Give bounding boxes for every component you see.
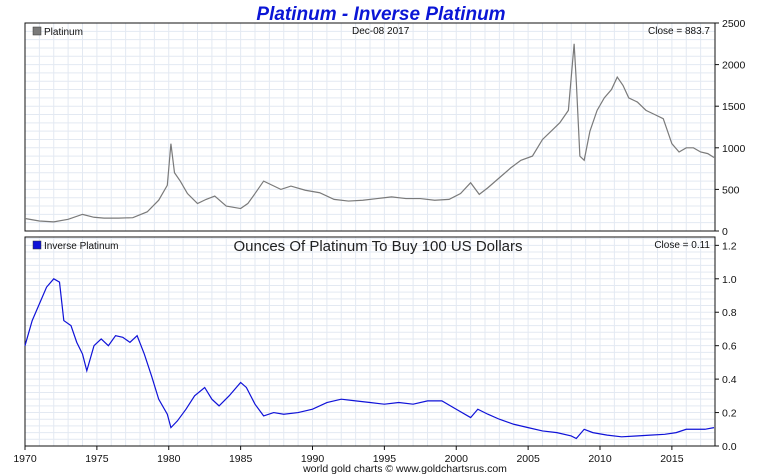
platinum-close-label: Close = 883.7 (648, 26, 710, 37)
date-label: Dec-08 2017 (352, 26, 410, 37)
platinum-y-tick-label: 1000 (722, 143, 746, 155)
x-tick-label: 1975 (85, 453, 109, 465)
inverse-platinum-y-tick-label: 0.2 (722, 408, 737, 420)
inverse-platinum-y-tick-label: 1.2 (722, 240, 737, 252)
inverse-platinum-y-axis: 0.0 0.2 0.4 0.6 0.8 1.0 1.2 (715, 240, 737, 453)
x-tick-label: 1985 (229, 453, 253, 465)
inverse-platinum-y-tick-label: 1.0 (722, 274, 737, 286)
x-tick-label: 1995 (373, 453, 397, 465)
platinum-y-tick-label: 1500 (722, 101, 746, 113)
inverse-platinum-y-tick-label: 0.6 (722, 341, 737, 353)
inverse-platinum-panel-frame (24, 236, 716, 447)
x-tick-label: 2010 (588, 453, 612, 465)
inverse-platinum-y-tick-label: 0.8 (722, 307, 737, 319)
x-tick-label: 2005 (516, 453, 540, 465)
platinum-y-tick-label: 2500 (722, 18, 746, 30)
x-tick-label: 1990 (301, 453, 325, 465)
chart-title: Platinum - Inverse Platinum (256, 4, 505, 25)
x-tick-label: 1970 (13, 453, 37, 465)
platinum-legend-label: Platinum (44, 27, 83, 38)
inverse-platinum-panel: Inverse Platinum Ounces Of Platinum To B… (13, 236, 737, 465)
platinum-y-tick-label: 2000 (722, 60, 746, 72)
inverse-platinum-close-label: Close = 0.11 (654, 240, 710, 251)
x-axis: 1970 1975 1980 1985 1990 1995 2000 2005 2010 2015 (13, 446, 684, 465)
footer-credit: world gold charts © www.goldchartsrus.co… (302, 463, 507, 475)
inverse-platinum-grid (24, 237, 716, 447)
platinum-y-tick-label: 0 (722, 226, 728, 238)
x-tick-label: 2000 (445, 453, 469, 465)
x-tick-label: 2015 (660, 453, 684, 465)
x-tick-label: 1980 (157, 453, 181, 465)
platinum-panel-frame (24, 22, 716, 232)
inverse-platinum-legend-label: Inverse Platinum (44, 241, 118, 252)
inverse-platinum-subtitle: Ounces Of Platinum To Buy 100 US Dollars (233, 238, 522, 255)
platinum-y-axis: 0 500 1000 1500 2000 2500 (715, 18, 746, 238)
platinum-y-tick-label: 500 (722, 184, 740, 196)
inverse-platinum-y-tick-label: 0.0 (722, 441, 737, 453)
inverse-platinum-y-tick-label: 0.4 (722, 374, 737, 386)
inverse-platinum-series-line (24, 278, 715, 440)
platinum-legend-swatch (32, 26, 42, 36)
platinum-panel: Platinum Dec-08 2017 Close = 883.7 0 500 1… (24, 18, 746, 238)
inverse-platinum-legend-swatch (32, 240, 42, 250)
platinum-series-line (24, 43, 715, 223)
